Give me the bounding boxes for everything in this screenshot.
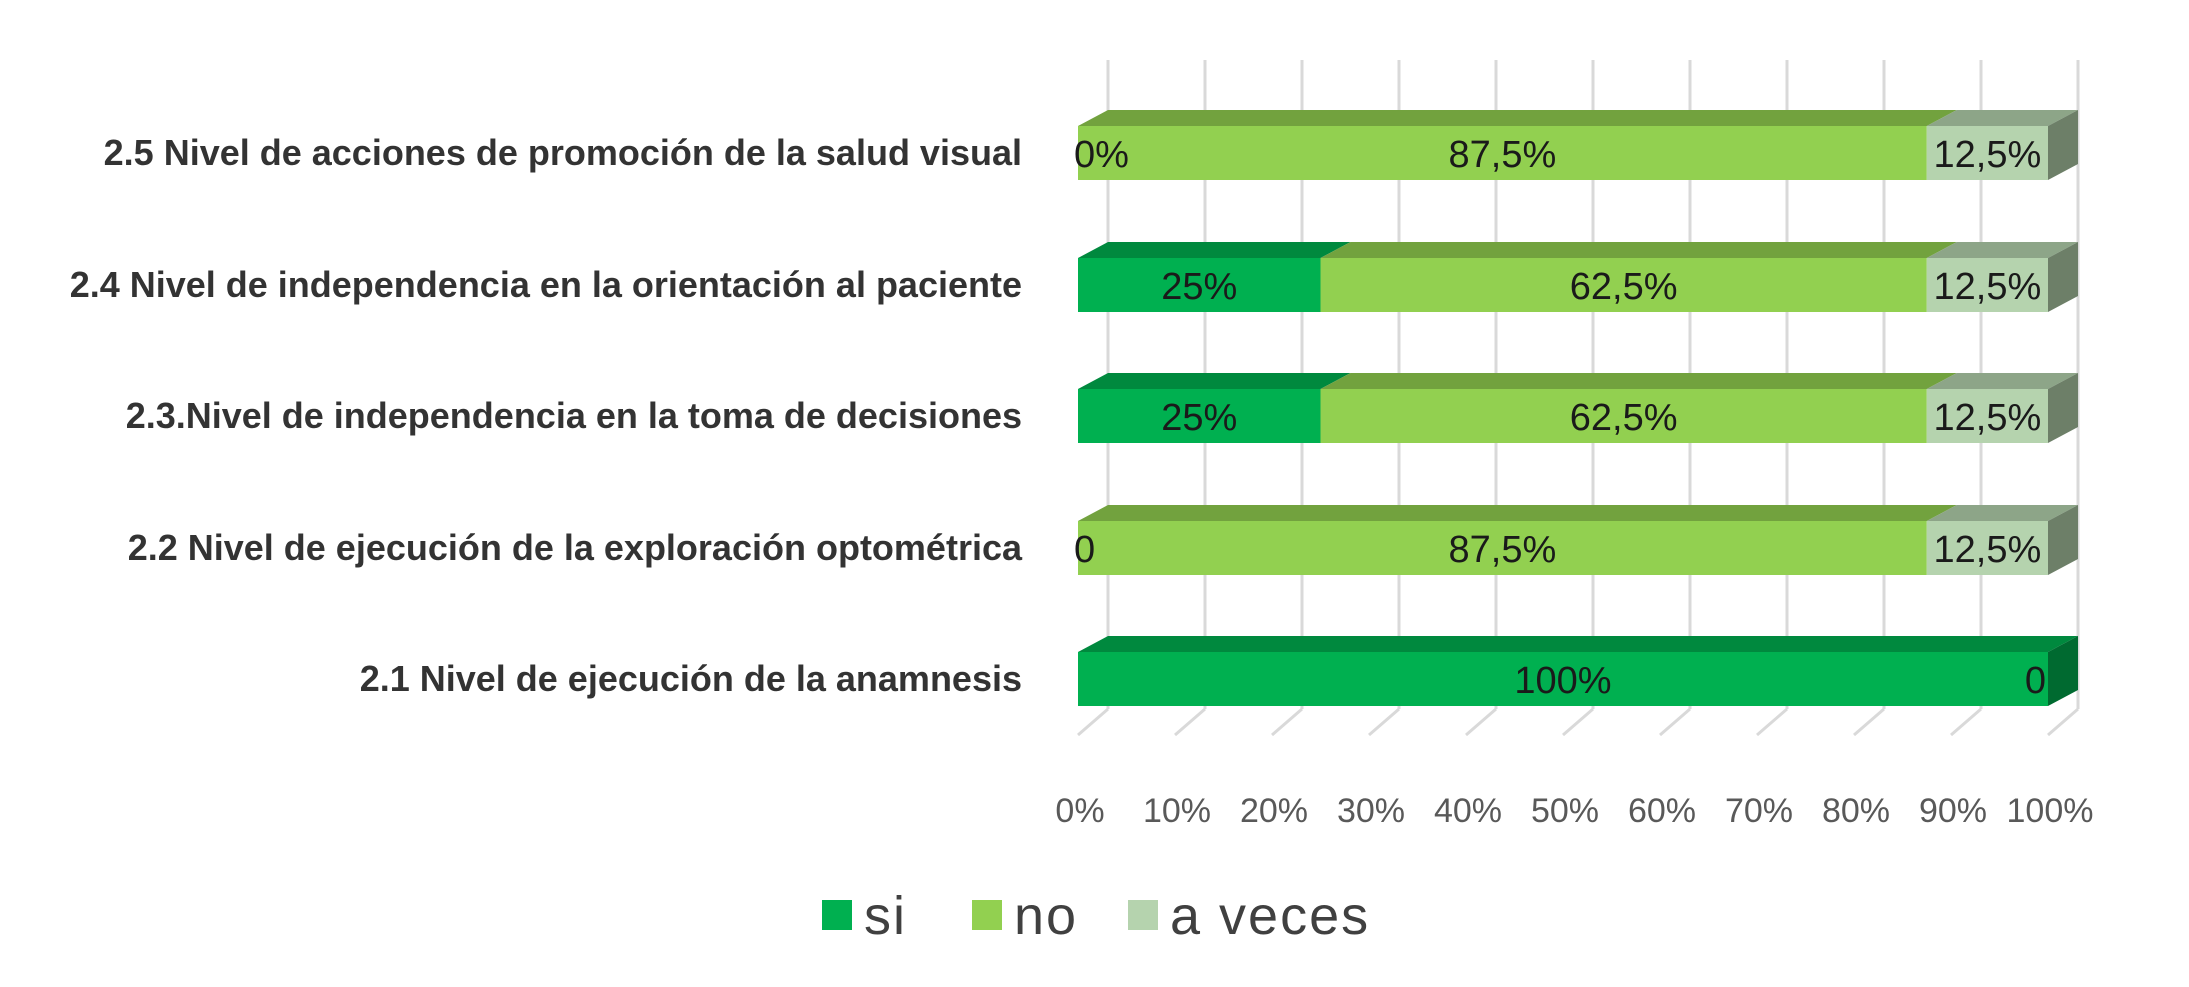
floor-gridline — [1659, 707, 1691, 737]
legend: si no a veces — [822, 886, 1370, 946]
data-label: 62,5% — [1570, 397, 1678, 439]
bars — [1078, 110, 2078, 706]
floor-gridline — [1271, 707, 1303, 737]
data-label: 0 — [1074, 529, 1095, 571]
category-label: 2.2 Nivel de ejecución de la exploración… — [128, 527, 1023, 568]
bar-segment-a-veces — [1926, 521, 2048, 575]
floor-gridline — [1950, 707, 1982, 737]
data-label: 0 — [2025, 660, 2046, 702]
x-tick-label: 0% — [1055, 792, 1104, 830]
bar-side — [2048, 242, 2078, 312]
floor-gridline — [1174, 707, 1206, 737]
category-label: 2.5 Nivel de acciones de promoción de la… — [104, 132, 1022, 173]
bar-top-no — [1320, 242, 1957, 258]
legend-label: a veces — [1170, 886, 1370, 946]
bar-segment-no — [1078, 126, 1927, 180]
bar-segment-a-veces — [1926, 389, 2048, 443]
bar-top-no — [1078, 505, 1957, 521]
floor-gridline — [1465, 707, 1497, 737]
category-label: 2.3.Nivel de independencia en la toma de… — [126, 395, 1022, 436]
x-tick-label: 40% — [1434, 792, 1502, 830]
data-label: 12,5% — [1934, 397, 2042, 439]
bar-side — [2048, 505, 2078, 575]
bar-segment-no — [1078, 521, 1927, 575]
legend-swatch — [972, 900, 1002, 930]
bar-top-a-veces — [1926, 242, 2078, 258]
x-tick-label: 90% — [1919, 792, 1987, 830]
category-label: 2.1 Nivel de ejecución de la anamnesis — [360, 658, 1022, 699]
legend-swatch — [1128, 900, 1158, 930]
x-tick-label: 50% — [1531, 792, 1599, 830]
bar-top-no — [1320, 373, 1957, 389]
data-label: 12,5% — [1934, 266, 2042, 308]
data-label: 25% — [1161, 397, 1237, 439]
bar-side — [2048, 373, 2078, 443]
bar-side — [2048, 636, 2078, 706]
data-label: 12,5% — [1934, 529, 2042, 571]
bar-segment-si — [1078, 652, 2048, 706]
x-axis-ticks: 0% 10% 20% 30% 40% 50% 60% 70% 80% 90% 100% — [1055, 792, 2093, 830]
bar-top-si — [1078, 373, 1351, 389]
data-label: 25% — [1161, 266, 1237, 308]
floor-gridline — [1562, 707, 1594, 737]
data-label: 12,5% — [1934, 134, 2042, 176]
data-label: 87,5% — [1449, 529, 1557, 571]
floor-gridline — [1077, 707, 1109, 737]
x-tick-label: 30% — [1337, 792, 1405, 830]
bar-side — [2048, 110, 2078, 180]
bar-top-a-veces — [1926, 110, 2078, 126]
floor-gridline — [1756, 707, 1788, 737]
bar-top-si — [1078, 636, 2078, 652]
bar-segment-si — [1078, 258, 1321, 312]
x-tick-label: 80% — [1822, 792, 1890, 830]
category-labels: 2.5 Nivel de acciones de promoción de la… — [70, 132, 1023, 699]
data-label: 87,5% — [1449, 134, 1557, 176]
legend-label: si — [864, 886, 907, 946]
bar-top-a-veces — [1926, 505, 2078, 521]
floor-gridline — [1853, 707, 1885, 737]
legend-label: no — [1014, 886, 1078, 946]
legend-swatch — [822, 900, 852, 930]
bar-top-no — [1078, 110, 1957, 126]
bar-segment-no — [1320, 258, 1927, 312]
bar-segment-no — [1320, 389, 1927, 443]
data-label: 62,5% — [1570, 266, 1678, 308]
bar-segment-a-veces — [1926, 126, 2048, 180]
data-labels: 0% 87,5% 12,5% 25% 62,5% 12,5% 25% 62,5% 12,5% 0 8… — [1074, 134, 2046, 702]
floor-gridline — [1368, 707, 1400, 737]
bar-top-si — [1078, 242, 1351, 258]
x-tick-label: 70% — [1725, 792, 1793, 830]
x-tick-label: 20% — [1240, 792, 1308, 830]
bar-segment-a-veces — [1926, 258, 2048, 312]
data-label: 0% — [1074, 134, 1129, 176]
x-tick-label: 100% — [2007, 792, 2094, 830]
bar-segment-si — [1078, 389, 1321, 443]
data-label: 100% — [1514, 660, 1611, 702]
floor-gridline — [2047, 707, 2079, 737]
x-tick-label: 60% — [1628, 792, 1696, 830]
x-tick-label: 10% — [1143, 792, 1211, 830]
bar-top-a-veces — [1926, 373, 2078, 389]
category-label: 2.4 Nivel de independencia en la orienta… — [70, 264, 1022, 305]
